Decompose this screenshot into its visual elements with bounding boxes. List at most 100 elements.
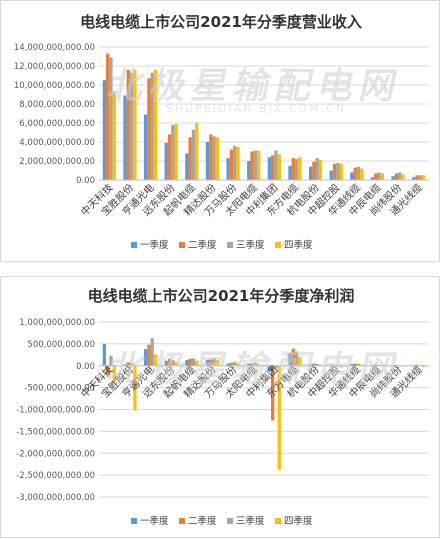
bar-3 — [336, 162, 340, 180]
y-tick-label: -1,000,000,000.00 — [16, 406, 95, 416]
y-tick-label: 8,000,000,000.00 — [19, 100, 95, 110]
bar-4 — [277, 154, 281, 180]
legend-swatch — [131, 518, 137, 524]
profit-chart: -3,000,000,000.00 -2,500,000,000.00 -2,000… — [16, 318, 429, 527]
bar-4 — [256, 364, 261, 366]
y-tick-label: 1,000,000,000.00 — [19, 318, 95, 328]
bar-4 — [174, 361, 178, 366]
bar-3 — [171, 124, 175, 180]
bar-2 — [167, 358, 172, 366]
bar-2 — [250, 151, 254, 180]
bar-1 — [370, 177, 375, 180]
bar-3 — [315, 364, 319, 366]
bar-1 — [329, 170, 333, 180]
bar-1 — [185, 360, 189, 366]
bar-1 — [123, 95, 127, 180]
bar-3 — [150, 338, 154, 366]
bar-2 — [229, 362, 234, 366]
bar-2 — [209, 359, 213, 366]
bar-3 — [274, 150, 278, 180]
bar-4 — [277, 365, 281, 470]
bar-1 — [391, 176, 395, 180]
bar-1 — [308, 166, 313, 180]
bar-1 — [205, 360, 210, 366]
y-tick-label: 500,000,000.00 — [27, 340, 95, 350]
bar-2 — [167, 134, 172, 180]
bar-2 — [374, 364, 378, 366]
bar-3 — [233, 145, 237, 180]
bar-3 — [233, 361, 237, 366]
bar-4 — [421, 175, 426, 180]
bar-2 — [353, 167, 357, 180]
bar-2 — [332, 163, 337, 180]
bar-3 — [356, 364, 361, 366]
bar-3 — [253, 362, 257, 366]
bar-2 — [291, 348, 295, 366]
chart-title: 电线电缆上市公司2021年分季度净利润 — [87, 287, 355, 305]
bar-2 — [106, 53, 110, 180]
bar-2 — [353, 363, 357, 366]
bar-1 — [143, 349, 148, 366]
bar-3 — [191, 358, 196, 366]
bar-2 — [229, 149, 234, 180]
y-tick-label: -2,500,000,000.00 — [16, 471, 95, 481]
bar-4 — [298, 357, 302, 366]
bar-3 — [129, 363, 134, 366]
bar-1 — [288, 165, 292, 180]
bar-4 — [318, 364, 323, 366]
y-tick-label: 0.00 — [76, 176, 95, 186]
bar-2 — [126, 69, 130, 180]
bar-1 — [143, 114, 148, 180]
bar-4 — [215, 137, 220, 180]
y-tick-label: 14,000,000,000.00 — [14, 43, 95, 53]
bar-2 — [188, 137, 192, 180]
bar-3 — [171, 360, 175, 366]
bar-1 — [247, 363, 251, 366]
bar-4 — [112, 365, 116, 382]
bar-4 — [339, 163, 343, 180]
legend-label: 三季度 — [236, 239, 265, 251]
bar-2 — [147, 78, 151, 180]
bar-4 — [174, 123, 178, 180]
y-tick-label: 2,000,000,000.00 — [19, 157, 95, 167]
bar-2 — [106, 365, 110, 375]
bar-3 — [212, 358, 216, 366]
y-tick-label: -2,000,000,000.00 — [16, 449, 95, 459]
bar-2 — [126, 362, 130, 366]
bar-1 — [164, 360, 168, 366]
bar-4 — [236, 363, 240, 366]
bar-1 — [226, 158, 230, 180]
bar-1 — [267, 157, 272, 180]
revenue-chart: 0.00 2,000,000,000.00 4,000,000,000.00 6,00… — [14, 43, 429, 251]
bar-3 — [377, 172, 381, 180]
bar-4 — [153, 354, 158, 366]
bar-2 — [394, 173, 399, 180]
bar-1 — [102, 343, 107, 366]
bar-4 — [360, 168, 364, 180]
legend-label: 四季度 — [284, 239, 313, 251]
legend-swatch — [275, 242, 281, 248]
legend-swatch — [179, 518, 185, 524]
bar-4 — [195, 360, 199, 366]
legend-swatch — [275, 518, 281, 524]
y-tick-label: 10,000,000,000.00 — [14, 81, 95, 91]
profit-chart-panel: 电线电缆上市公司2021年分季度净利润 -3,000,000,000.00 -2,… — [0, 276, 440, 538]
bar-3 — [212, 136, 216, 180]
bar-3 — [418, 175, 422, 180]
bar-3 — [294, 159, 299, 180]
y-tick-label: 6,000,000,000.00 — [19, 119, 95, 129]
bar-4 — [318, 160, 323, 180]
bar-2 — [188, 358, 192, 366]
legend-label: 四季度 — [284, 515, 313, 527]
bar-1 — [226, 363, 230, 366]
bar-2 — [271, 365, 275, 421]
legend-label: 二季度 — [188, 239, 217, 251]
y-tick-label: 4,000,000,000.00 — [19, 138, 95, 148]
legend-swatch — [131, 242, 137, 248]
bar-2 — [374, 173, 378, 180]
bar-4 — [133, 365, 137, 411]
bar-2 — [415, 175, 419, 180]
bar-4 — [153, 69, 158, 180]
revenue-chart-panel: 电线电缆上市公司2021年分季度营业收入 0.00 2,000,000,000.0… — [0, 0, 440, 262]
bar-4 — [112, 91, 116, 180]
